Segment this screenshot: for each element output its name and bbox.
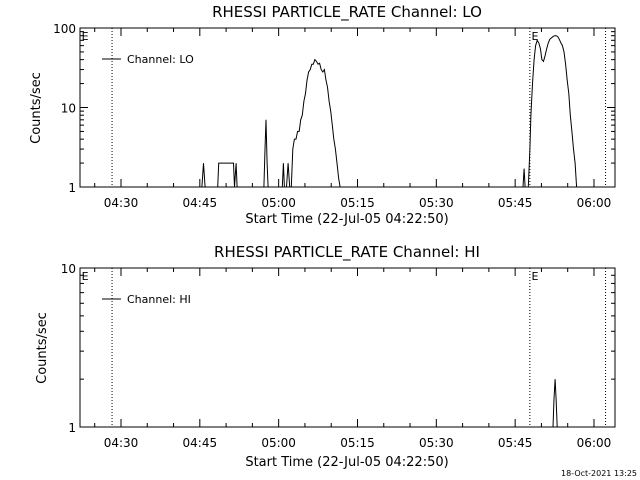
series-line-lo	[80, 35, 615, 188]
xtick-label-lo-3: 05:15	[340, 196, 375, 210]
xtick-label-lo-2: 05:00	[261, 196, 296, 210]
legend-hi: Channel: HI	[102, 293, 191, 306]
ylabel-lo: Counts/sec	[29, 72, 44, 144]
xtick-label-hi-3: 05:15	[340, 436, 375, 450]
marker-lo-1: E	[531, 30, 538, 43]
xtick-label-hi-6: 06:00	[577, 436, 612, 450]
ytick-label-lo-2: 100	[53, 22, 76, 36]
ylabel-hi: Counts/sec	[35, 312, 50, 384]
marker-hi-0: E	[82, 270, 89, 283]
xtick-label-hi-4: 05:30	[419, 436, 454, 450]
xtick-label-hi-1: 04:45	[183, 436, 218, 450]
plot-frame-hi	[79, 267, 616, 428]
xtick-label-hi-5: 05:45	[498, 436, 533, 450]
xtick-label-hi-0: 04:30	[104, 436, 139, 450]
xtick-label-lo-1: 04:45	[183, 196, 218, 210]
panel-hi: RHESSI PARTICLE_RATE Channel: HI 04:30 04…	[35, 243, 616, 470]
xlabel-lo: Start Time (22-Jul-05 04:22:50)	[245, 212, 448, 227]
legend-label-lo: Channel: LO	[127, 53, 194, 66]
axis-ticks-hi: 04:30 04:45 05:00 05:15 05:30 05:45 06:00 1 10	[61, 262, 615, 450]
legend-lo: Channel: LO	[102, 53, 194, 66]
ytick-label-lo-0: 1	[68, 181, 76, 195]
panel-lo: RHESSI PARTICLE_RATE Channel: LO 04:30 04…	[29, 3, 616, 227]
chart-title-lo: RHESSI PARTICLE_RATE Channel: LO	[212, 3, 482, 22]
series-line-hi	[80, 379, 615, 428]
legend-label-hi: Channel: HI	[127, 293, 191, 306]
axis-ticks-lo: 04:30 04:45 05:00 05:15 05:30 05:45 06:00 1 10 10…	[53, 22, 615, 210]
xtick-label-hi-2: 05:00	[261, 436, 296, 450]
xtick-label-lo-6: 06:00	[577, 196, 612, 210]
timestamp: 18-Oct-2021 13:25	[561, 469, 637, 478]
xtick-label-lo-4: 05:30	[419, 196, 454, 210]
ytick-label-hi-1: 10	[61, 262, 76, 276]
chart-title-hi: RHESSI PARTICLE_RATE Channel: HI	[214, 243, 480, 262]
series-path-hi-0	[80, 379, 615, 428]
marker-lo-0: E	[82, 30, 89, 43]
series-path-lo-0	[80, 35, 615, 188]
xlabel-hi: Start Time (22-Jul-05 04:22:50)	[245, 455, 448, 470]
xtick-label-lo-0: 04:30	[104, 196, 139, 210]
vlines-hi	[111, 268, 607, 427]
xtick-label-lo-5: 05:45	[498, 196, 533, 210]
ytick-label-lo-1: 10	[61, 102, 76, 116]
ytick-label-hi-0: 1	[68, 421, 76, 435]
marker-hi-1: E	[531, 270, 538, 283]
